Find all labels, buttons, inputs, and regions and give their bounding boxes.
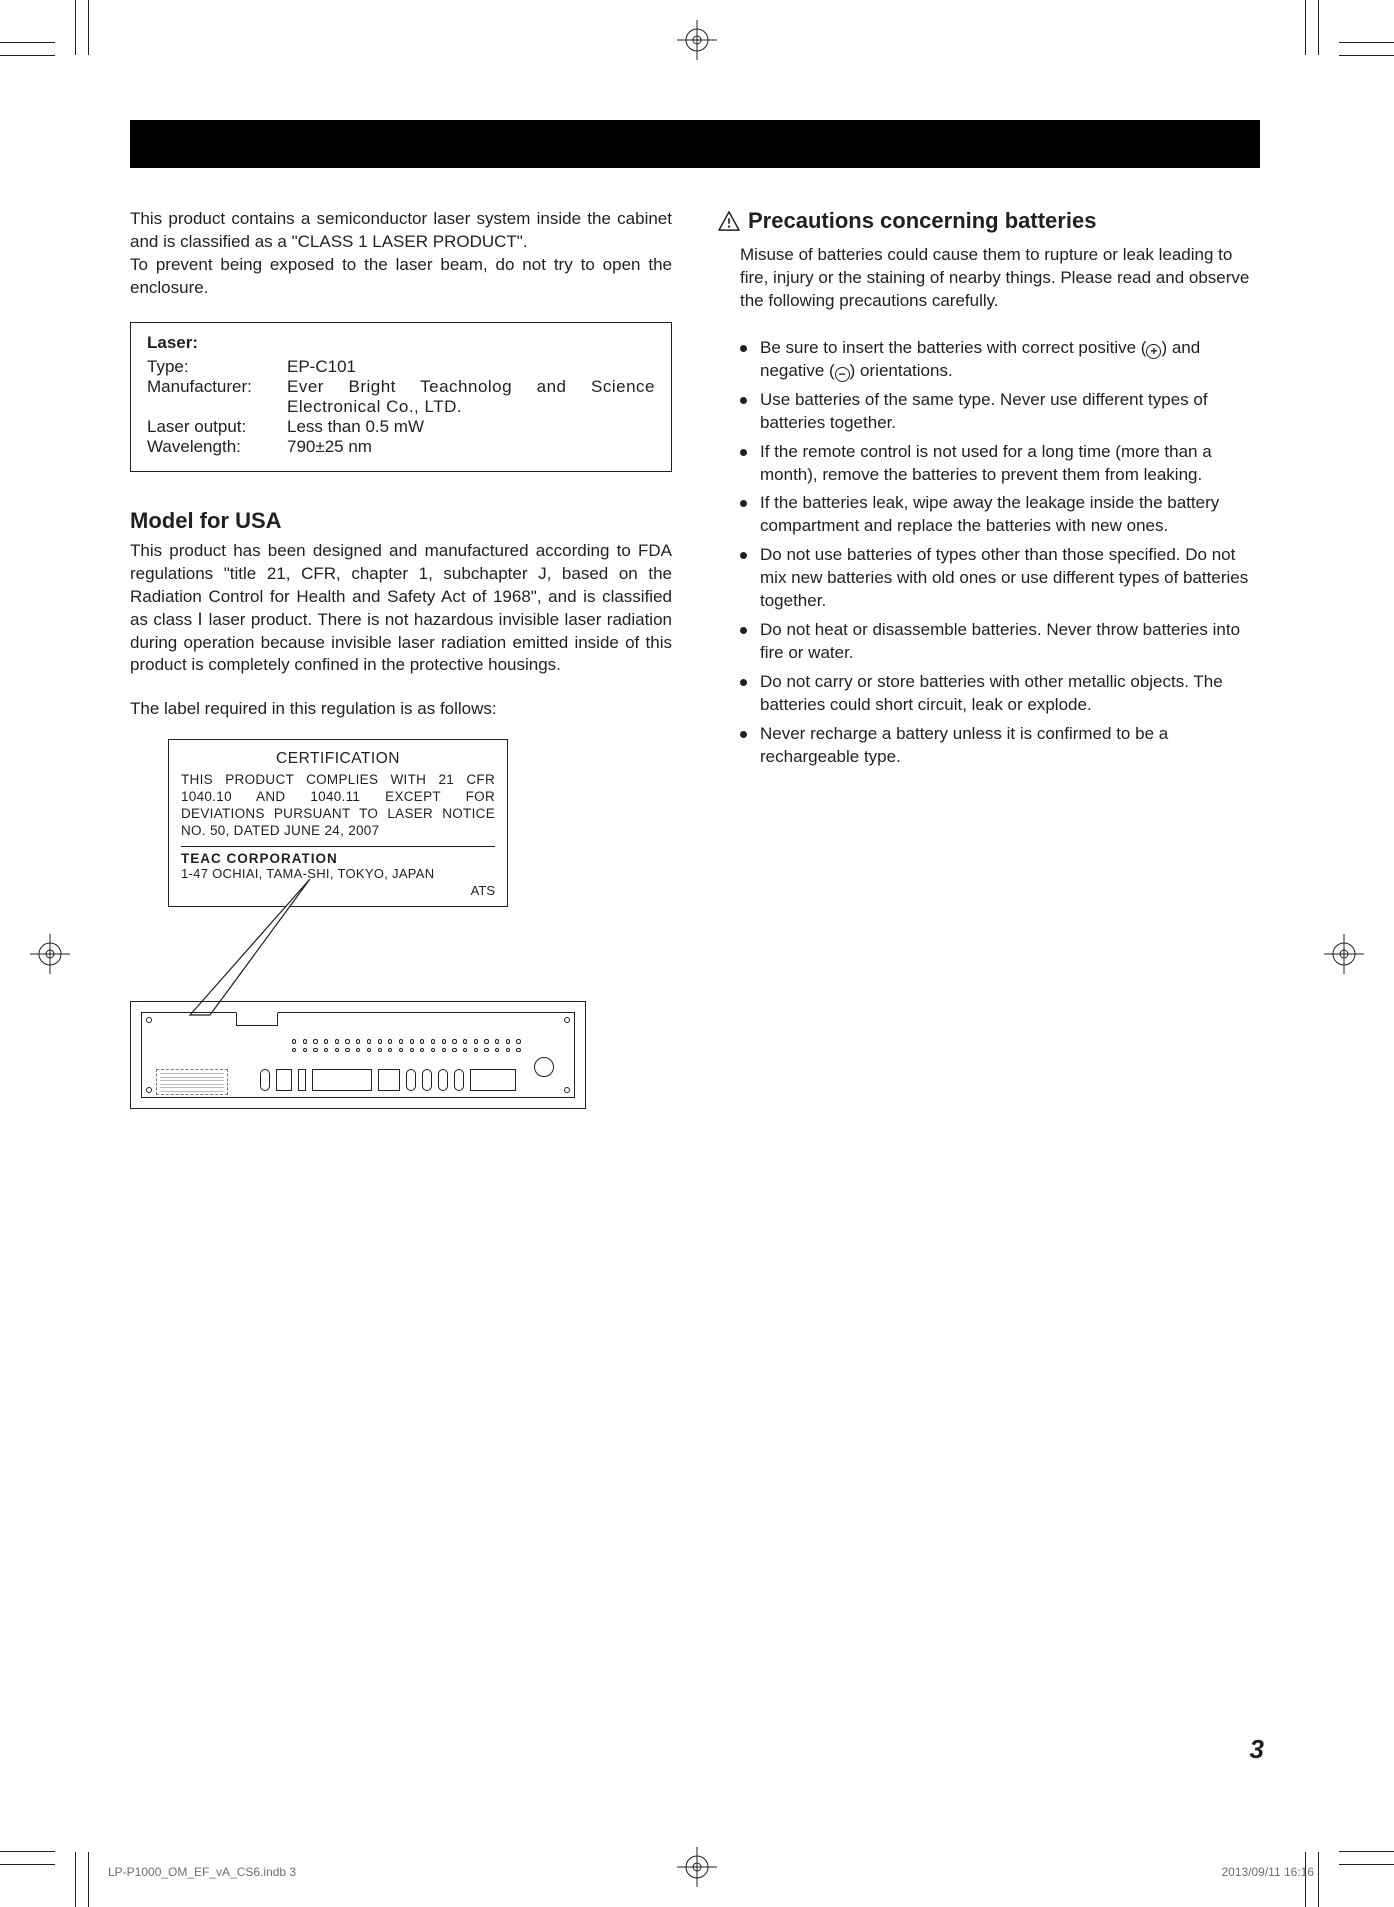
precaution-item: Do not carry or store batteries with oth… xyxy=(740,671,1260,717)
precaution-item: Use batteries of the same type. Never us… xyxy=(740,389,1260,435)
laser-spec-box: Laser: Type:EP-C101 Manufacturer:Ever Br… xyxy=(130,322,672,472)
left-column: This product contains a semiconductor la… xyxy=(130,208,672,1109)
page-content: This product contains a semiconductor la… xyxy=(130,120,1260,1780)
crop-mark xyxy=(1339,1864,1394,1865)
crop-mark xyxy=(75,0,76,55)
device-label-slot xyxy=(156,1069,228,1095)
warning-icon xyxy=(718,211,740,231)
laser-key: Type: xyxy=(147,357,287,377)
device-knob-icon xyxy=(534,1057,554,1077)
laser-val: Ever Bright Teachnolog and Science Elect… xyxy=(287,377,655,417)
device-notch xyxy=(236,1012,278,1026)
crop-mark xyxy=(0,1864,55,1865)
precaution-item: Never recharge a battery unless it is co… xyxy=(740,723,1260,769)
cert-title: CERTIFICATION xyxy=(181,750,495,768)
cert-body: THIS PRODUCT COMPLIES WITH 21 CFR 1040.1… xyxy=(181,772,495,840)
screw-icon xyxy=(146,1017,152,1023)
device-rear-panel xyxy=(130,1001,586,1109)
screw-icon xyxy=(564,1017,570,1023)
footer-filename: LP-P1000_OM_EF_vA_CS6.indb 3 xyxy=(108,1865,296,1879)
precautions-heading-text: Precautions concerning batteries xyxy=(748,208,1096,234)
precaution-item: If the remote control is not used for a … xyxy=(740,441,1260,487)
crop-mark xyxy=(1318,1852,1319,1907)
registration-mark-icon xyxy=(1324,934,1364,974)
device-inner xyxy=(141,1012,575,1098)
crop-mark xyxy=(88,1852,89,1907)
laser-val: EP-C101 xyxy=(287,357,655,377)
crop-mark xyxy=(1339,1851,1394,1852)
screw-icon xyxy=(564,1087,570,1093)
crop-mark xyxy=(1339,55,1394,56)
intro-text: This product contains a semiconductor la… xyxy=(130,208,672,300)
certification-figure: CERTIFICATION THIS PRODUCT COMPLIES WITH… xyxy=(130,739,588,1109)
crop-mark xyxy=(0,1851,55,1852)
precaution-item: Do not heat or disassemble batteries. Ne… xyxy=(740,619,1260,665)
footer-timestamp: 2013/09/11 16:16 xyxy=(1221,1865,1314,1879)
precaution-item: If the batteries leak, wipe away the lea… xyxy=(740,492,1260,538)
laser-key: Manufacturer: xyxy=(147,377,287,417)
laser-val: 790±25 nm xyxy=(287,437,655,457)
precaution-item: Be sure to insert the batteries with cor… xyxy=(740,337,1260,383)
precautions-list: Be sure to insert the batteries with cor… xyxy=(740,337,1260,769)
header-bar xyxy=(130,120,1260,168)
crop-mark xyxy=(1318,0,1319,55)
crop-mark xyxy=(1305,1852,1306,1907)
laser-heading: Laser: xyxy=(147,333,655,353)
screw-icon xyxy=(146,1087,152,1093)
device-vent-dots xyxy=(292,1039,521,1055)
precaution-item: Do not use batteries of types other than… xyxy=(740,544,1260,613)
intro-line1: This product contains a semiconductor la… xyxy=(130,209,672,251)
crop-mark xyxy=(0,42,55,43)
laser-key: Wavelength: xyxy=(147,437,287,457)
crop-mark xyxy=(0,55,55,56)
laser-key: Laser output: xyxy=(147,417,287,437)
crop-mark xyxy=(75,1852,76,1907)
right-column: Precautions concerning batteries Misuse … xyxy=(718,208,1260,1109)
crop-mark xyxy=(88,0,89,55)
crop-mark xyxy=(1305,0,1306,55)
registration-mark-icon xyxy=(677,1847,717,1887)
usa-label-note: The label required in this regulation is… xyxy=(130,699,672,719)
cert-divider xyxy=(181,846,495,847)
page-number: 3 xyxy=(1250,1734,1264,1765)
usa-heading: Model for USA xyxy=(130,508,672,534)
laser-val: Less than 0.5 mW xyxy=(287,417,655,437)
cert-corp: TEAC CORPORATION xyxy=(181,851,495,866)
intro-line2: To prevent being exposed to the laser be… xyxy=(130,255,672,297)
registration-mark-icon xyxy=(677,20,717,60)
precautions-heading: Precautions concerning batteries xyxy=(718,208,1260,234)
precautions-intro: Misuse of batteries could cause them to … xyxy=(740,244,1260,313)
device-ports xyxy=(260,1069,546,1093)
crop-mark xyxy=(1339,42,1394,43)
usa-body: This product has been designed and manuf… xyxy=(130,540,672,678)
registration-mark-icon xyxy=(30,934,70,974)
